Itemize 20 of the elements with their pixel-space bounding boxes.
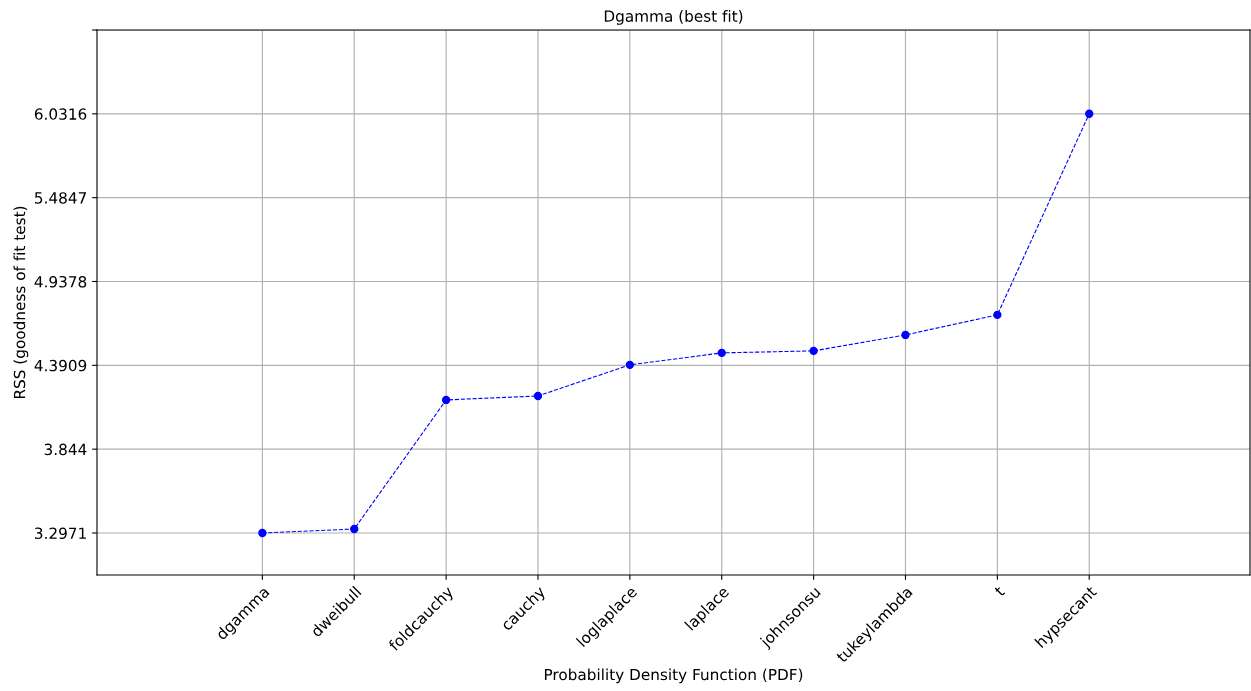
point (993, 310, 1002, 320)
y-tick-label: 4.9378 (34, 275, 87, 288)
point (350, 524, 359, 534)
point (533, 391, 543, 401)
point (717, 348, 726, 358)
y-tick-label: 4.3909 (34, 359, 87, 372)
chart-title: Dgamma (best fit) (604, 10, 743, 25)
point (441, 395, 451, 405)
point (625, 360, 635, 370)
point (1085, 109, 1094, 118)
x-axis-title: Probability Density Function (PDF) (544, 668, 803, 684)
point (258, 528, 267, 538)
point (901, 330, 910, 340)
y-tick-label: 6.0316 (34, 108, 87, 120)
y-tick-label: 3.2971 (34, 527, 86, 540)
y-axis-title: RSS (goodness of fit test) (13, 206, 29, 399)
x-tick-label: t (994, 585, 1006, 597)
y-tick-label: 5.4847 (35, 192, 86, 204)
y-tick-label: 3.844 (44, 443, 87, 456)
point (809, 346, 818, 356)
